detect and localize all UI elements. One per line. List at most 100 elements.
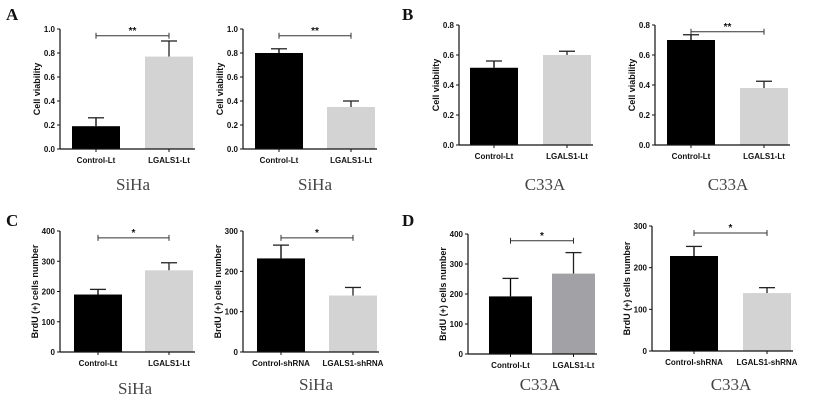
y-tick-label: 0.8 (443, 21, 455, 30)
significance-label: ** (129, 26, 137, 37)
y-tick-label: 1.0 (227, 25, 239, 34)
y-tick-label: 0.8 (44, 49, 56, 58)
y-tick-label: 0.4 (44, 97, 56, 106)
significance-label: ** (311, 26, 319, 37)
bar-chart-panel-4: Control-Lt LGALS1-Lt 0.0 0.2 0.4 0.6 0.8 Cell v… (627, 21, 790, 194)
y-tick-label: 1.0 (44, 25, 56, 34)
y-tick-label: 0.6 (443, 51, 455, 60)
bar-chart-panel-1: Control-Lt LGALS1-Lt 0.0 0.2 0.4 0.6 0.8 1.0 Cel… (6, 5, 195, 194)
bar-control-lt (470, 67, 518, 145)
y-axis-label: Cell viability (215, 63, 225, 116)
y-tick-label: 0.6 (639, 51, 651, 60)
bar-lgals1-shrna (329, 295, 377, 352)
x-tick-label: LGALS1-Lt (148, 359, 190, 368)
cell-line-title: SiHa (118, 379, 152, 398)
y-tick-label: 400 (450, 230, 464, 239)
y-tick-label: 0.6 (44, 73, 56, 82)
y-tick-label: 0.2 (227, 121, 239, 130)
y-axis-label: Cell viability (627, 59, 637, 112)
y-axis-label: BrdU (+) cells number (622, 241, 632, 335)
y-tick-label: 0.2 (443, 111, 455, 120)
bar-control-shrna (257, 258, 305, 352)
y-tick-label: 100 (634, 305, 648, 314)
y-tick-label: 100 (450, 320, 464, 329)
y-tick-label: 100 (42, 318, 56, 327)
cell-line-title: C33A (525, 175, 566, 194)
y-tick-label: 0 (643, 347, 648, 356)
y-tick-label: 0 (51, 348, 56, 357)
cell-line-title: SiHa (299, 375, 333, 394)
x-tick-label: LGALS1-Lt (743, 152, 785, 161)
cell-line-title: C33A (708, 175, 749, 194)
y-axis-label: Cell viability (32, 63, 42, 116)
x-tick-label: Control-Lt (491, 361, 530, 370)
bar-control-lt (255, 53, 303, 149)
y-tick-label: 0.6 (227, 73, 239, 82)
significance-label: * (540, 231, 544, 242)
y-tick-label: 300 (634, 222, 648, 231)
panel-label: B (402, 5, 413, 24)
y-tick-label: 200 (225, 267, 239, 276)
y-axis-label: Cell viability (431, 59, 441, 112)
y-axis-label: BrdU (+) cells number (30, 244, 40, 338)
y-tick-label: 0.0 (227, 145, 239, 154)
y-axis-label: BrdU (+) cells number (438, 247, 448, 341)
x-tick-label: LGALS1-Lt (148, 156, 190, 165)
bar-chart-panel-3: Control-Lt LGALS1-Lt 0.0 0.2 0.4 0.6 0.8 Cell v… (402, 5, 593, 194)
significance-label: * (315, 228, 319, 239)
y-tick-label: 100 (225, 308, 239, 317)
bar-control-lt (74, 294, 122, 352)
y-tick-label: 0.4 (227, 97, 239, 106)
significance-label: * (729, 223, 733, 234)
x-tick-label: Control-Lt (475, 152, 514, 161)
x-tick-label: LGALS1-shRNA (323, 359, 384, 368)
bar-lgals1-lt (327, 107, 375, 149)
x-tick-label: Control-Lt (260, 156, 299, 165)
y-axis-label: BrdU (+) cells number (213, 244, 223, 338)
x-tick-label: Control-Lt (672, 152, 711, 161)
bar-chart-panel-8: Control-shRNA LGALS1-shRNA 0 100 200 300 BrdU … (622, 222, 798, 394)
panel-label: C (6, 211, 18, 230)
panel-label: A (6, 5, 19, 24)
y-tick-label: 300 (450, 260, 464, 269)
y-tick-label: 300 (42, 257, 56, 266)
y-tick-label: 200 (634, 264, 648, 273)
x-tick-label: Control-shRNA (665, 358, 723, 367)
cell-line-title: C33A (711, 375, 752, 394)
bar-control-shrna (670, 256, 718, 351)
y-tick-label: 300 (225, 227, 239, 236)
y-tick-label: 0.4 (443, 81, 455, 90)
significance-label: ** (724, 22, 732, 33)
y-tick-label: 0.0 (44, 145, 56, 154)
cell-line-title: C33A (520, 375, 561, 394)
bar-lgals1-shrna (743, 293, 791, 351)
panel-label: D (402, 211, 414, 230)
y-tick-label: 200 (42, 288, 56, 297)
x-tick-label: Control-Lt (79, 359, 118, 368)
y-tick-label: 400 (42, 227, 56, 236)
bar-control-lt (489, 296, 532, 354)
x-tick-label: Control-shRNA (252, 359, 310, 368)
y-tick-label: 0.4 (639, 81, 651, 90)
bar-chart-panel-6: Control-shRNA LGALS1-shRNA 0 100 200 300BrdU … (213, 227, 384, 394)
bar-lgals1-lt (145, 56, 193, 149)
bar-lgals1-lt (145, 270, 193, 352)
y-tick-label: 0.2 (639, 111, 651, 120)
bar-lgals1-lt (740, 88, 788, 145)
bar-chart-panel-2: Control-Lt LGALS1-Lt 0.0 0.2 0.4 0.6 0.8 1.0 Cel… (215, 25, 377, 194)
bar-control-lt (667, 40, 715, 145)
bar-lgals1-lt (543, 55, 591, 145)
bar-control-lt (72, 126, 120, 149)
y-tick-label: 0.8 (639, 21, 651, 30)
significance-label: * (132, 228, 136, 239)
x-tick-label: LGALS1-Lt (553, 361, 595, 370)
y-tick-label: 0 (234, 348, 239, 357)
y-tick-label: 0.2 (44, 121, 56, 130)
bar-lgals1-lt (552, 273, 595, 354)
x-tick-label: LGALS1-Lt (546, 152, 588, 161)
x-tick-label: Control-Lt (77, 156, 116, 165)
y-tick-label: 200 (450, 290, 464, 299)
